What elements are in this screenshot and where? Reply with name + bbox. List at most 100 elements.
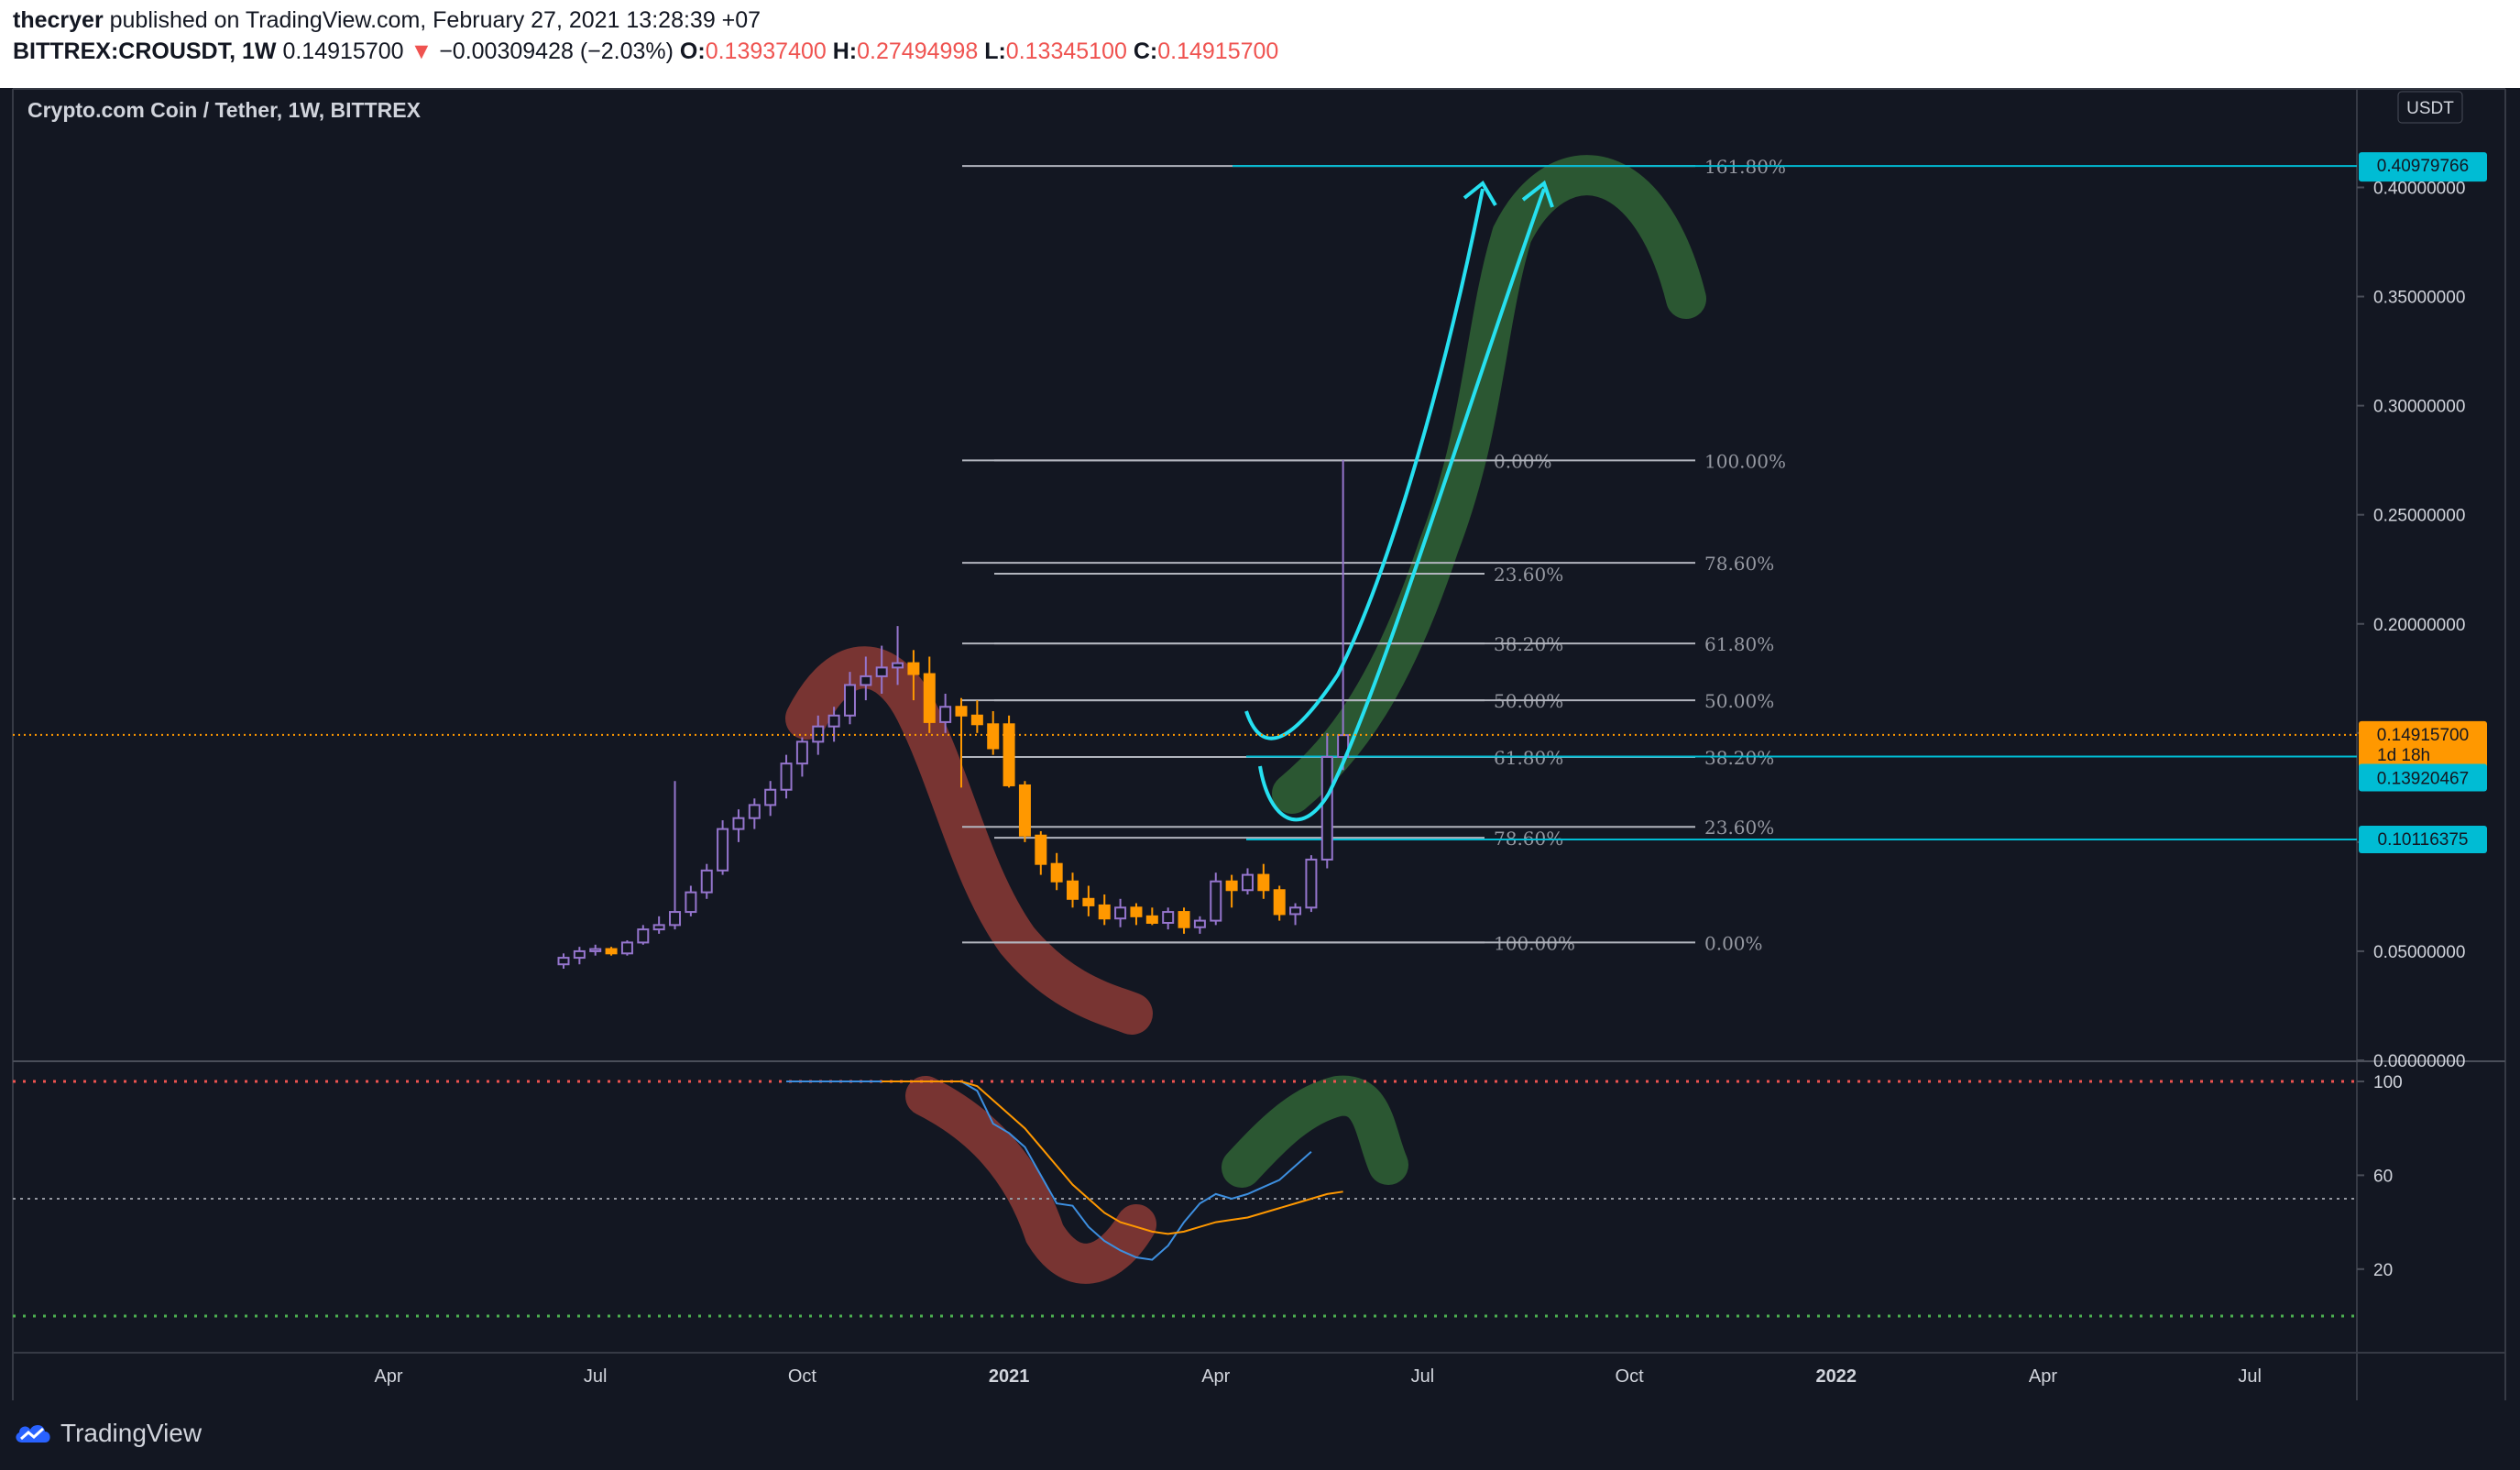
symbol-line: BITTREX:CROUSDT, 1W 0.14915700 ▼ −0.0030…: [13, 38, 1278, 65]
close-value: 0.14915700: [1157, 38, 1279, 64]
fib-top-price-label: 0.40979766: [2359, 152, 2487, 182]
price-tick-label: 0.35000000: [2373, 289, 2465, 308]
candle-body: [589, 948, 602, 952]
candle-body: [1162, 911, 1175, 924]
candle-body: [557, 957, 570, 966]
rsi-tick-label: 60: [2373, 1167, 2393, 1186]
chart-frame: [12, 88, 2506, 1400]
candle-body: [1035, 834, 1047, 865]
time-tick-label: Oct: [788, 1366, 817, 1387]
candle-body: [939, 706, 952, 723]
publish-info: thecryer published on TradingView.com, F…: [13, 7, 761, 34]
candle-body: [748, 804, 761, 819]
candles: [557, 460, 1350, 969]
rsi-pane[interactable]: 100 60 20: [13, 1073, 2403, 1318]
tradingview-logo[interactable]: TradingView: [13, 1419, 202, 1448]
downtrend-highlight: [785, 646, 1153, 1035]
candle-body: [892, 662, 904, 669]
projection-arrowhead-1: [1463, 180, 1497, 207]
open-label: O:: [679, 38, 706, 64]
candle-body: [1320, 756, 1333, 861]
candle-body: [652, 924, 665, 931]
high-value: 0.27494998: [857, 38, 979, 64]
candle-body: [1050, 862, 1063, 883]
candle-body: [1003, 723, 1015, 786]
publisher-name[interactable]: thecryer: [13, 7, 104, 33]
svg-text:0.13920467: 0.13920467: [2377, 770, 2469, 789]
projection-path-2: [1258, 188, 1546, 822]
price-chart[interactable]: Crypto.com Coin / Tether, 1W, BITTREX US…: [0, 88, 2520, 1402]
candle-body: [812, 725, 825, 743]
candle-body: [1145, 915, 1158, 924]
candle-body: [907, 662, 920, 675]
currency-badge[interactable]: USDT: [2397, 91, 2463, 124]
candle-body: [875, 666, 888, 677]
candle-body: [923, 673, 936, 723]
rsi-signal-line: [882, 1081, 1343, 1235]
fib-left-label: 23.60%: [1494, 564, 1563, 586]
candle-body: [1018, 784, 1031, 837]
fib-right-label: 161.80%: [1704, 156, 1786, 178]
time-tick-label: 2022: [1816, 1366, 1857, 1387]
svg-text:0.10116375: 0.10116375: [2378, 830, 2469, 850]
tradingview-cloud-icon: [16, 1424, 50, 1443]
level-low-price-label: 0.10116375: [2359, 826, 2487, 854]
fib-right-label: 50.00%: [1704, 690, 1774, 712]
price: 0.14915700: [282, 38, 404, 64]
candle-body: [1178, 911, 1190, 928]
fib-right-label: 23.60%: [1704, 817, 1774, 839]
fib-right-label: 78.60%: [1704, 553, 1774, 575]
horizontal-levels[interactable]: [1233, 165, 2357, 841]
projection-drawings[interactable]: [1244, 180, 1554, 822]
candle-body: [955, 706, 968, 717]
close-label: C:: [1133, 38, 1158, 64]
fib-right-label: 38.20%: [1704, 747, 1774, 769]
candle-body: [795, 740, 808, 765]
fib-retracements[interactable]: 0.00% 23.60% 38.20% 50.00% 61.80% 78.60% 100.0…: [962, 156, 1786, 954]
svg-text:0.40979766: 0.40979766: [2377, 157, 2469, 176]
time-tick-label: Jul: [584, 1366, 608, 1387]
rsi-tick-label: 20: [2373, 1261, 2393, 1280]
low-label: L:: [984, 38, 1006, 64]
candle-body: [573, 949, 586, 960]
time-tick-label: Jul: [1411, 1366, 1435, 1387]
time-tick-label: Apr: [2029, 1366, 2057, 1387]
candle-body: [637, 928, 650, 944]
price-axis-labels: 0.40979766 0.14915700 1d 18h 0.13920467 …: [2359, 152, 2487, 854]
time-tick-label: Oct: [1616, 1366, 1645, 1387]
candle-body: [669, 911, 682, 927]
publish-header: thecryer published on TradingView.com, F…: [0, 0, 2520, 88]
time-tick-label: Apr: [374, 1366, 402, 1387]
candle-body: [987, 723, 1000, 750]
rsi-uptrend-highlight: [1222, 1075, 1408, 1188]
fib-right-label: 61.80%: [1704, 633, 1774, 655]
fib-left-label: 0.00%: [1494, 450, 1552, 472]
price-tick-label: 0.25000000: [2373, 507, 2465, 526]
candle-body: [1289, 906, 1302, 916]
currency-label: USDT: [2406, 99, 2454, 118]
candle-body: [685, 891, 697, 914]
projection-path-1: [1244, 188, 1485, 740]
candle-body: [1082, 897, 1095, 906]
candle-body: [732, 817, 745, 830]
rsi-downtrend-highlight: [905, 1076, 1156, 1284]
fib-right-label: 0.00%: [1704, 932, 1763, 954]
candle-body: [700, 869, 713, 894]
candle-body: [1114, 906, 1127, 920]
fib-right-label: 100.00%: [1704, 450, 1786, 472]
candle-body: [780, 762, 793, 791]
candle-body: [843, 684, 856, 717]
published-text: published on TradingView.com, February 2…: [109, 7, 761, 33]
time-axis[interactable]: Apr Jul Oct 2021 Apr Jul Oct 2022 Apr Jul: [374, 1366, 2261, 1387]
countdown-label: 1d 18h: [2377, 746, 2430, 765]
candle-body: [605, 948, 618, 955]
candle-body: [1225, 880, 1238, 892]
price-tick-label: 0.30000000: [2373, 398, 2465, 417]
svg-text:0.14915700: 0.14915700: [2377, 726, 2469, 745]
candle-body: [827, 714, 840, 728]
symbol: BITTREX:CROUSDT, 1W: [13, 38, 277, 64]
candle-body: [1257, 873, 1270, 892]
time-tick-label: Jul: [2238, 1366, 2262, 1387]
price-tick-label: 0.40000000: [2373, 180, 2465, 199]
candle-body: [1193, 919, 1206, 928]
